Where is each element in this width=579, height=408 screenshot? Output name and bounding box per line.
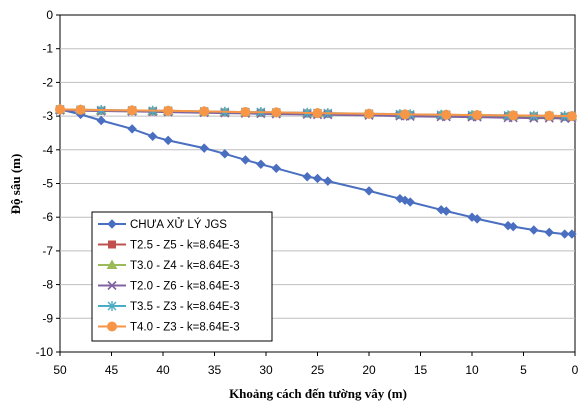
series-6	[55, 104, 577, 122]
legend: CHƯA XỬ LÝ JGS T2.5 - Z5 - k=8.64E-3 T3.0 …	[91, 211, 273, 342]
data-point	[544, 227, 554, 238]
y-tick-label: -2	[42, 75, 53, 89]
data-point	[127, 124, 137, 134]
legend-label: T3.5 - Z3 - k=8.64E-3	[130, 301, 240, 313]
x-tick-label: 15	[414, 363, 428, 377]
legend-label: T4.0 - Z3 - k=8.64E-3	[130, 322, 240, 334]
data-point	[441, 109, 452, 120]
data-point	[240, 155, 251, 165]
legend-marker	[106, 259, 118, 269]
data-point	[544, 110, 555, 121]
data-point	[559, 229, 570, 239]
data-point	[472, 110, 483, 121]
data-point	[441, 206, 451, 216]
data-point	[472, 214, 482, 224]
legend-item: T2.5 - Z5 - k=8.64E-3	[98, 240, 240, 252]
legend-item: T3.0 - Z4 - k=8.64E-3	[98, 259, 240, 272]
legend-marker	[107, 321, 117, 332]
data-point	[199, 143, 209, 153]
data-point	[199, 106, 210, 117]
y-tick-label: -4	[42, 143, 53, 157]
x-axis-title: Khoảng cách đến tường vây (m)	[229, 386, 407, 401]
data-point	[508, 110, 519, 121]
legend-label: T2.0 - Z6 - k=8.64E-3	[130, 281, 240, 293]
y-tick-label: -6	[42, 210, 53, 224]
data-point	[163, 135, 173, 146]
x-tick-label: 50	[53, 363, 67, 377]
x-tick-label: 25	[311, 363, 325, 377]
data-point	[163, 105, 174, 116]
legend-marker	[107, 280, 117, 291]
y-tick-label: 0	[46, 8, 53, 22]
data-point	[508, 221, 518, 232]
y-tick-label: -8	[42, 278, 53, 292]
data-point	[323, 176, 333, 186]
data-point	[256, 159, 266, 169]
data-point	[240, 107, 251, 118]
y-axis-ticks: 0 -1 -2 -3 -4 -5 -6 -7 -8 -9 -10	[36, 8, 60, 359]
x-axis-ticks: 50 45 40 35 30 25 20 15 10 5 0	[53, 352, 579, 377]
data-point	[312, 108, 323, 119]
data-point	[567, 229, 577, 239]
data-point	[75, 104, 86, 115]
data-point	[127, 105, 138, 116]
data-point	[55, 104, 65, 115]
data-point	[302, 172, 312, 182]
y-tick-label: -10	[36, 345, 54, 359]
x-tick-label: 35	[208, 363, 222, 377]
x-tick-label: 20	[362, 363, 376, 377]
legend-label: T3.0 - Z4 - k=8.64E-3	[130, 260, 240, 272]
legend-label: CHƯA XỬ LÝ JGS	[130, 218, 227, 231]
legend-item: T2.0 - Z6 - k=8.64E-3	[98, 281, 240, 293]
legend-item: CHƯA XỬ LÝ JGS	[98, 218, 227, 231]
x-tick-label: 10	[465, 363, 479, 377]
legend-marker	[107, 219, 117, 229]
data-point	[405, 197, 415, 207]
data-point	[271, 107, 282, 118]
data-point	[220, 149, 230, 159]
y-tick-label: -7	[42, 244, 53, 258]
y-tick-label: -5	[42, 177, 53, 191]
x-tick-label: 30	[259, 363, 273, 377]
legend-item: T4.0 - Z3 - k=8.64E-3	[98, 321, 240, 334]
legend-item: T3.5 - Z3 - k=8.64E-3	[98, 301, 240, 313]
x-tick-label: 0	[572, 363, 579, 377]
data-point	[96, 115, 106, 126]
x-tick-label: 45	[105, 363, 119, 377]
data-point	[364, 108, 374, 119]
y-tick-label: -9	[42, 311, 53, 325]
data-point	[566, 111, 577, 122]
legend-box	[91, 211, 273, 342]
y-axis-title: Độ sâu (m)	[8, 154, 23, 215]
legend-marker	[108, 240, 116, 249]
legend-label: T2.5 - Z5 - k=8.64E-3	[130, 240, 240, 252]
legend-marker	[107, 301, 117, 311]
x-tick-label: 40	[156, 363, 170, 377]
x-tick-label: 5	[520, 363, 527, 377]
data-point	[312, 173, 323, 184]
y-tick-label: -3	[42, 109, 53, 123]
y-tick-label: -1	[42, 42, 53, 56]
series-group	[54, 104, 578, 239]
data-point	[271, 163, 282, 174]
data-point	[364, 186, 374, 196]
data-point	[400, 109, 411, 120]
data-point	[529, 225, 539, 235]
data-point	[147, 131, 158, 142]
